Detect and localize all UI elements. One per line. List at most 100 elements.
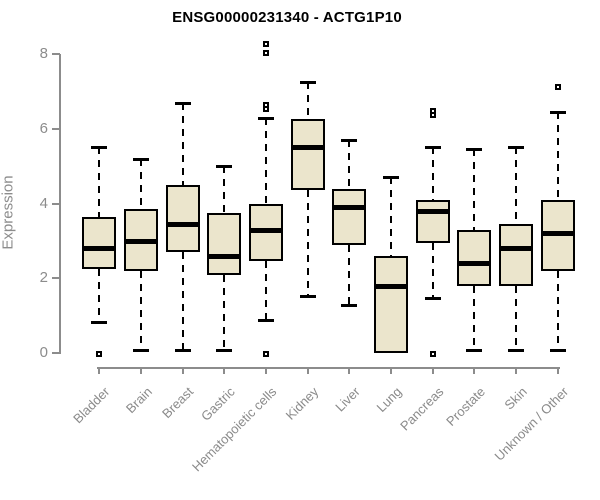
x-tick: [306, 367, 309, 374]
upper-whisker: [306, 82, 309, 120]
x-category-label: Prostate: [443, 384, 488, 429]
y-tick: [52, 53, 60, 55]
y-axis-title: Expression: [0, 175, 17, 250]
upper-whisker-cap: [216, 165, 233, 169]
y-tick-label: 0: [39, 344, 48, 361]
lower-whisker-cap: [341, 304, 358, 308]
upper-whisker: [264, 117, 267, 204]
lower-whisker-cap: [299, 294, 316, 298]
lower-whisker: [348, 244, 351, 307]
x-tick: [181, 367, 184, 374]
median-line: [290, 145, 325, 151]
outlier-point: [429, 351, 436, 357]
iqr-box: [415, 199, 450, 243]
iqr-box: [499, 224, 533, 286]
y-axis-line: [59, 54, 61, 354]
chart-title: ENSG00000231340 - ACTG1P10: [172, 9, 402, 26]
y-tick: [52, 127, 60, 130]
outlier-point: [262, 50, 269, 57]
lower-whisker-cap: [257, 319, 274, 323]
y-tick-label: 2: [39, 269, 48, 287]
x-category-label: Breast: [159, 384, 197, 422]
upper-whisker-cap: [549, 110, 566, 114]
upper-whisker: [98, 147, 101, 217]
lower-whisker-cap: [132, 349, 149, 353]
outlier-point: [554, 83, 561, 90]
upper-whisker-cap: [466, 148, 483, 152]
median-line: [373, 283, 408, 289]
x-tick: [515, 367, 517, 374]
x-tick: [473, 367, 476, 374]
lower-whisker: [431, 242, 434, 299]
lower-whisker-cap: [508, 349, 524, 353]
lower-whisker-cap: [174, 349, 191, 353]
lower-whisker-cap: [549, 349, 566, 353]
iqr-box: [290, 119, 325, 191]
x-tick: [98, 367, 101, 374]
x-tick: [139, 367, 142, 374]
x-category-label: Kidney: [282, 384, 322, 423]
lower-whisker: [515, 285, 517, 352]
y-tick: [52, 352, 60, 354]
outlier-point: [262, 351, 269, 357]
iqr-box: [332, 188, 367, 245]
upper-whisker: [431, 147, 434, 200]
lower-whisker: [473, 285, 476, 352]
median-line: [165, 222, 200, 228]
x-category-label: Lung: [373, 384, 405, 416]
upper-whisker: [181, 102, 184, 185]
x-category-label: Brain: [122, 384, 155, 417]
median-line: [248, 227, 283, 233]
median-line: [457, 261, 492, 267]
lower-whisker: [181, 252, 184, 352]
upper-whisker: [389, 177, 392, 256]
x-category-label: Pancreas: [396, 384, 447, 434]
lower-whisker-cap: [424, 296, 441, 300]
upper-whisker-cap: [424, 146, 441, 150]
x-tick: [431, 367, 434, 374]
x-tick: [389, 367, 392, 374]
median-line: [499, 246, 533, 252]
median-line: [332, 205, 367, 211]
iqr-box: [165, 184, 200, 253]
lower-whisker-cap: [216, 349, 233, 353]
iqr-box: [373, 255, 408, 353]
x-category-label: Skin: [501, 384, 530, 413]
x-category-label: Gastric: [198, 384, 238, 424]
upper-whisker: [473, 149, 476, 230]
iqr-box: [82, 216, 117, 269]
median-line: [207, 253, 242, 259]
x-category-label: Bladder: [70, 384, 113, 427]
iqr-box: [457, 229, 492, 286]
upper-whisker: [556, 111, 559, 200]
upper-whisker-cap: [508, 146, 524, 150]
lower-whisker: [98, 268, 101, 324]
lower-whisker-cap: [466, 349, 483, 353]
outlier-point: [96, 351, 103, 357]
x-tick: [264, 367, 267, 374]
y-tick-label: 8: [39, 45, 48, 62]
upper-whisker-cap: [91, 146, 108, 150]
outlier-point: [429, 111, 436, 118]
y-tick-label: 6: [39, 119, 48, 137]
outlier-point: [262, 106, 269, 113]
upper-whisker-cap: [299, 81, 316, 85]
lower-whisker: [139, 270, 142, 352]
y-tick: [52, 277, 60, 280]
x-tick: [556, 367, 559, 374]
upper-whisker-cap: [132, 157, 149, 161]
x-axis-line: [97, 367, 560, 369]
median-line: [82, 246, 117, 252]
median-line: [540, 231, 575, 237]
upper-whisker-cap: [382, 176, 399, 180]
outlier-point: [262, 40, 269, 47]
upper-whisker: [139, 158, 142, 210]
lower-whisker: [306, 190, 309, 297]
upper-whisker-cap: [257, 116, 274, 120]
x-category-label: Unknown / Other: [491, 384, 572, 464]
x-category-label: Liver: [332, 384, 363, 415]
median-line: [123, 238, 158, 244]
y-tick: [52, 202, 60, 205]
y-tick-label: 4: [39, 194, 48, 212]
